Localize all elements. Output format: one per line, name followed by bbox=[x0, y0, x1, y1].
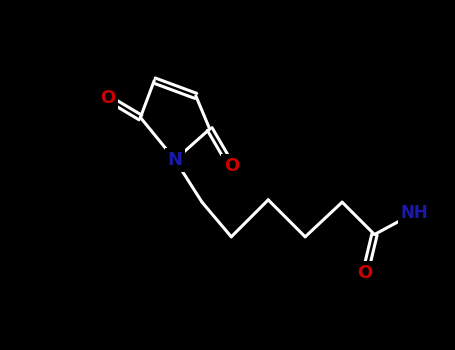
Text: O: O bbox=[224, 157, 239, 175]
Text: NH: NH bbox=[401, 204, 429, 222]
Text: N: N bbox=[167, 151, 182, 169]
Text: O: O bbox=[101, 89, 116, 107]
Text: O: O bbox=[358, 264, 373, 282]
